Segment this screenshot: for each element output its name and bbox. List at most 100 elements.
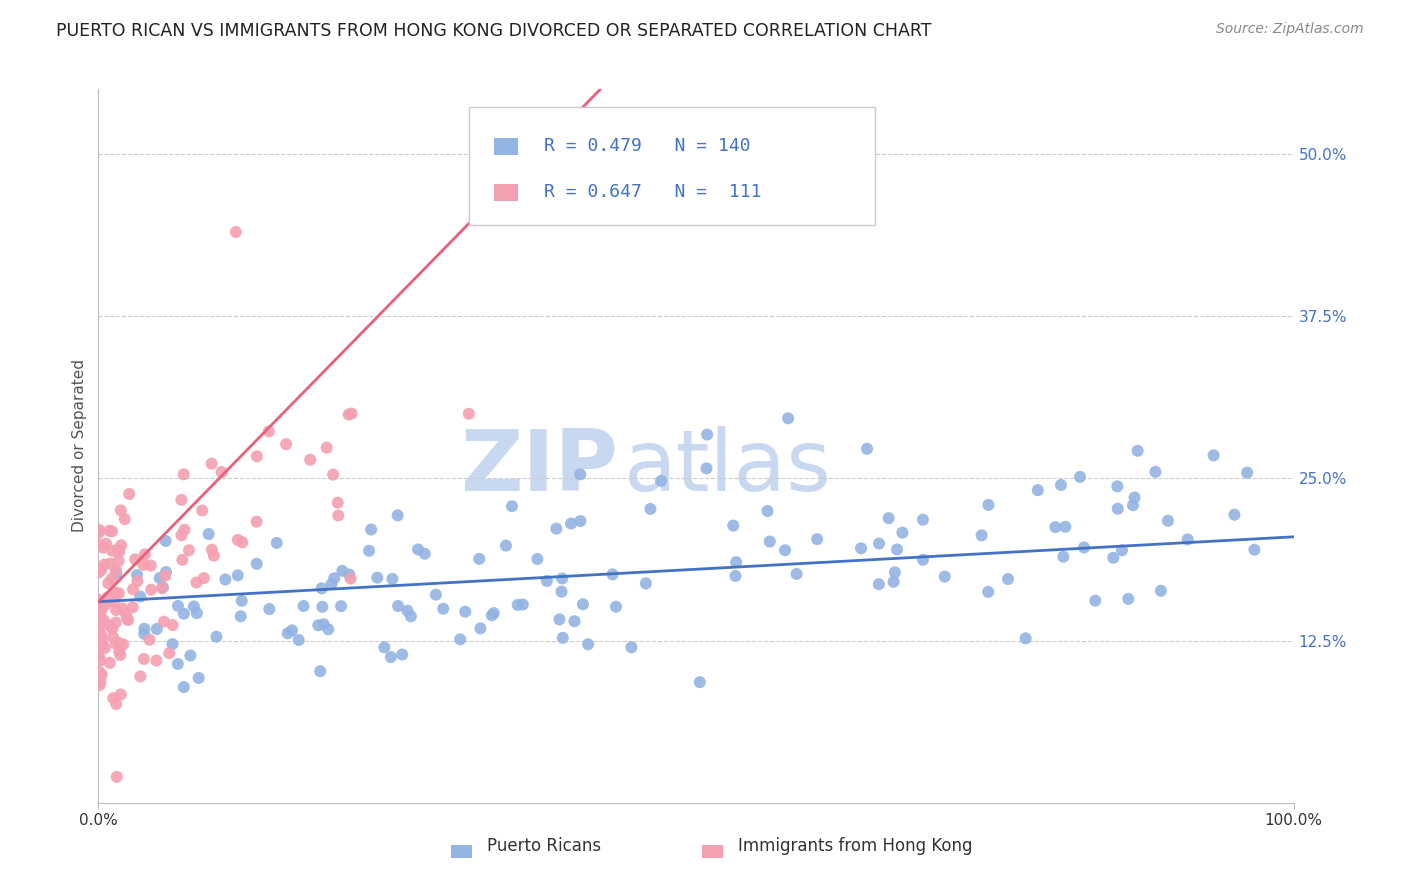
Point <box>105 770 128 784</box>
Point <box>564 614 586 628</box>
Point <box>396 604 419 618</box>
Point <box>1084 593 1107 607</box>
Point <box>193 571 215 585</box>
Point <box>340 407 363 421</box>
Point <box>94 641 117 656</box>
Point <box>387 508 409 523</box>
Point <box>87 623 110 637</box>
Point <box>512 598 534 612</box>
Point <box>231 535 253 549</box>
Point <box>259 602 281 616</box>
Point <box>155 568 177 582</box>
Point <box>425 588 447 602</box>
Point <box>786 566 808 581</box>
Point <box>150 581 173 595</box>
Point <box>292 599 315 613</box>
Point <box>1014 632 1036 646</box>
Point <box>360 523 382 537</box>
Point <box>277 626 299 640</box>
Point <box>391 648 413 662</box>
Point <box>114 512 136 526</box>
Point <box>87 523 110 537</box>
Point <box>153 615 176 629</box>
Point <box>87 526 110 541</box>
Point <box>330 599 353 614</box>
Point <box>183 599 205 614</box>
Point <box>337 567 360 582</box>
Point <box>640 502 662 516</box>
Point <box>110 688 132 702</box>
Point <box>246 557 269 571</box>
Point <box>307 618 329 632</box>
Point <box>337 408 360 422</box>
Point <box>1069 470 1091 484</box>
Point <box>311 599 333 614</box>
Point <box>1150 583 1173 598</box>
Point <box>482 606 505 620</box>
Point <box>177 543 200 558</box>
Point <box>357 543 380 558</box>
Point <box>387 599 409 613</box>
Point <box>121 600 143 615</box>
Point <box>287 633 309 648</box>
Point <box>104 563 127 577</box>
Point <box>316 622 339 636</box>
Point <box>104 615 127 630</box>
Point <box>90 614 112 628</box>
Point <box>1126 443 1149 458</box>
Point <box>101 572 124 586</box>
Point <box>129 669 152 683</box>
Point <box>778 411 800 425</box>
Point <box>91 601 114 615</box>
Point <box>205 630 228 644</box>
Point <box>911 553 934 567</box>
Point <box>1107 501 1129 516</box>
Point <box>173 523 195 537</box>
Point <box>211 465 233 479</box>
Point <box>281 624 304 638</box>
Point <box>1243 542 1265 557</box>
Point <box>620 640 643 655</box>
FancyBboxPatch shape <box>494 185 517 202</box>
Point <box>118 487 141 501</box>
Point <box>868 536 890 550</box>
Point <box>1157 514 1180 528</box>
Point <box>1116 591 1139 606</box>
Point <box>413 547 436 561</box>
Point <box>454 605 477 619</box>
Point <box>569 467 592 482</box>
Text: Source: ZipAtlas.com: Source: ZipAtlas.com <box>1216 22 1364 37</box>
Point <box>110 503 132 517</box>
Point <box>266 536 288 550</box>
Point <box>129 590 152 604</box>
Point <box>90 609 112 624</box>
Point <box>170 528 193 542</box>
Point <box>134 548 156 562</box>
Point <box>110 538 132 552</box>
Point <box>977 498 1000 512</box>
Point <box>883 574 905 589</box>
Text: atlas: atlas <box>624 425 832 509</box>
Point <box>167 657 190 671</box>
Point <box>311 582 333 596</box>
Point <box>321 577 343 591</box>
Point <box>104 637 127 651</box>
Point <box>101 544 124 558</box>
Point <box>322 467 344 482</box>
Point <box>226 568 249 582</box>
Point <box>122 582 145 597</box>
FancyBboxPatch shape <box>470 107 876 225</box>
Point <box>432 601 454 615</box>
Text: R = 0.647   N =  111: R = 0.647 N = 111 <box>544 184 762 202</box>
Point <box>315 441 337 455</box>
Point <box>107 542 129 557</box>
Point <box>89 678 111 692</box>
Point <box>134 627 156 641</box>
Point <box>724 569 747 583</box>
Point <box>1223 508 1246 522</box>
Point <box>373 640 395 655</box>
Point <box>173 680 195 694</box>
Point <box>98 618 121 632</box>
Point <box>89 600 111 615</box>
Point <box>856 442 879 456</box>
